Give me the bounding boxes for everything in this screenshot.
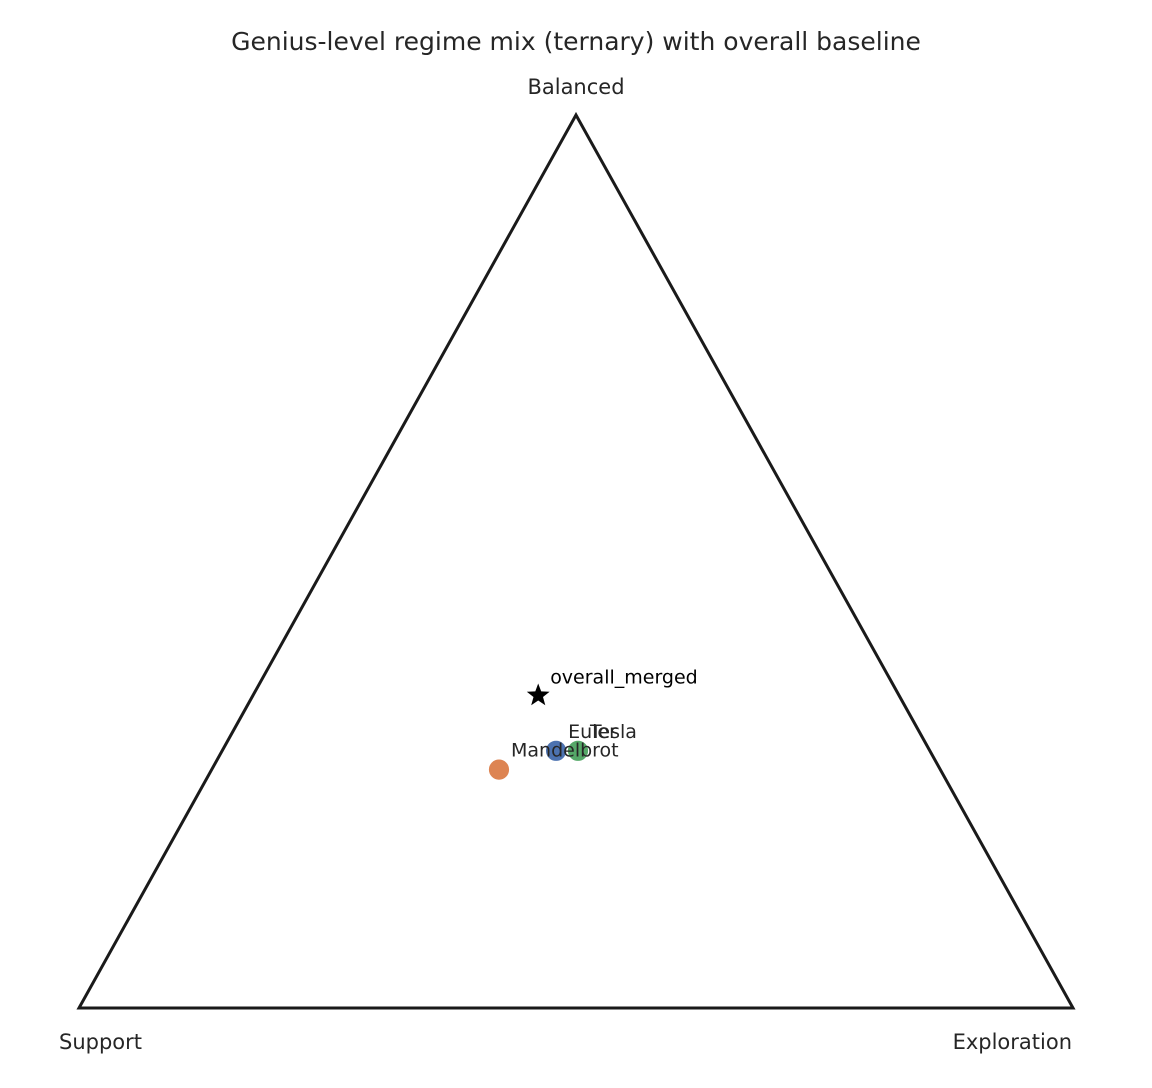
vertex-label-support: Support <box>59 1030 142 1054</box>
data-points-layer <box>488 683 589 781</box>
baseline-label: overall_merged <box>550 667 698 689</box>
data-point-tesla <box>567 739 589 762</box>
data-label-euler: Euler <box>568 721 617 743</box>
chart-title: Genius-level regime mix (ternary) with o… <box>231 27 921 56</box>
data-label-mandelbrot: Mandelbrot <box>511 740 619 762</box>
data-label-tesla: Tesla <box>589 721 637 743</box>
vertex-label-exploration: Exploration <box>953 1030 1072 1054</box>
baseline-star-marker <box>526 683 550 706</box>
data-point-mandelbrot <box>488 758 510 781</box>
ternary-triangle-outline <box>76 111 1076 1010</box>
data-point-euler <box>545 739 567 762</box>
vertex-label-balanced: Balanced <box>527 75 624 99</box>
